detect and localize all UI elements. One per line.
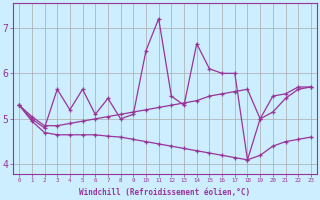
X-axis label: Windchill (Refroidissement éolien,°C): Windchill (Refroidissement éolien,°C) — [79, 188, 251, 197]
